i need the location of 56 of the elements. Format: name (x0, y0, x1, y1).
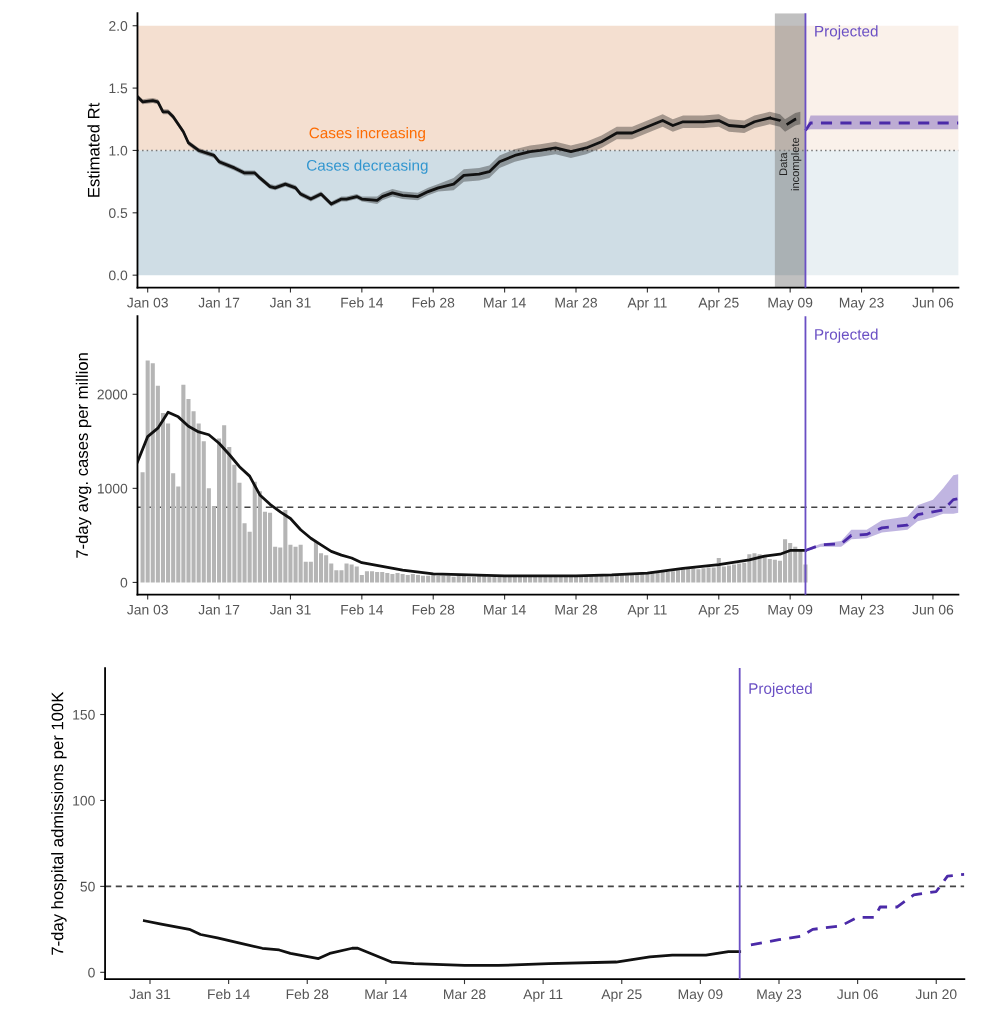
x-tick-label: May 23 (839, 297, 884, 311)
x-tick-label: Apr 11 (627, 297, 667, 311)
y-tick-label: 2.0 (109, 21, 128, 31)
y-tick-label: 1.0 (109, 145, 128, 156)
x-tick-label: May 09 (768, 604, 813, 618)
x-tick-label: Feb 14 (341, 604, 384, 615)
x-tick-label: Apr 11 (523, 989, 563, 1002)
x-tick-label: May 09 (678, 989, 723, 1002)
x-tick-label: Mar 14 (484, 604, 526, 615)
y-tick-label: 0 (88, 967, 95, 978)
x-tick-label: Jan 17 (198, 297, 240, 308)
y-tick-label: 1.5 (109, 83, 128, 94)
x-tick-label: Jan 03 (127, 297, 168, 308)
x-tick-label: May 23 (839, 604, 884, 618)
x-tick-label: May 23 (757, 989, 802, 1002)
band-label: Cases increasing (309, 127, 425, 142)
x-tick-label: Feb 28 (412, 297, 455, 308)
x-tick-label: Jun 06 (836, 989, 878, 1000)
x-tick-label: Feb 14 (341, 297, 384, 308)
band-label: Data incomplete (779, 137, 802, 191)
y-tick-label: 0 (120, 577, 128, 588)
ref-line-label: Projected (815, 328, 878, 343)
y-tick-label: 50 (80, 881, 95, 892)
y-tick-label: 100 (73, 795, 95, 806)
y-tick-label: 0.0 (108, 270, 128, 281)
x-tick-label: Apr 25 (698, 604, 739, 618)
y-tick-label: 0.5 (108, 208, 128, 218)
y-tick-label: 150 (73, 709, 95, 720)
x-tick-label: Feb 28 (286, 988, 329, 1000)
ref-line-label: Projected (815, 25, 878, 40)
x-tick-label: Jun 06 (912, 604, 954, 615)
y-tick-label: 1000 (97, 483, 128, 494)
x-tick-label: May 09 (768, 297, 813, 311)
x-tick-label: Feb 14 (208, 988, 250, 1000)
x-tick-label: Feb 28 (412, 604, 455, 615)
x-tick-label: Jan 17 (198, 604, 240, 615)
y-axis-title: Estimated Rt (87, 102, 100, 197)
x-tick-label: Mar 28 (444, 989, 486, 1000)
x-tick-label: Jan 31 (269, 297, 311, 308)
x-tick-label: Jun 20 (915, 989, 957, 1000)
x-tick-label: Jan 31 (269, 604, 311, 615)
x-tick-label: Jan 31 (129, 989, 171, 1000)
y-axis-title: 7-day hospital admissions per 100K (51, 691, 67, 955)
y-axis-title: 7-day avg. cases per million (75, 353, 92, 558)
y-tick-label: 2000 (97, 389, 128, 400)
ref-line-label: Projected (749, 682, 812, 697)
x-tick-label: Apr 11 (627, 604, 667, 618)
x-tick-label: Mar 14 (365, 989, 408, 1000)
x-tick-label: Jan 03 (127, 604, 168, 615)
band-label: Cases decreasing (306, 159, 428, 174)
x-tick-label: Mar 28 (555, 604, 598, 615)
x-tick-label: Jun 06 (912, 297, 954, 308)
x-tick-label: Apr 25 (601, 989, 642, 1002)
x-tick-label: Apr 25 (698, 297, 739, 311)
x-tick-label: Mar 14 (484, 297, 526, 308)
x-tick-label: Mar 28 (555, 297, 598, 308)
